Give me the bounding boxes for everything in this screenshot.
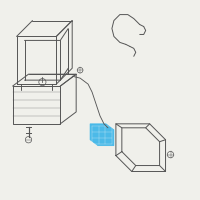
Polygon shape <box>90 124 114 146</box>
